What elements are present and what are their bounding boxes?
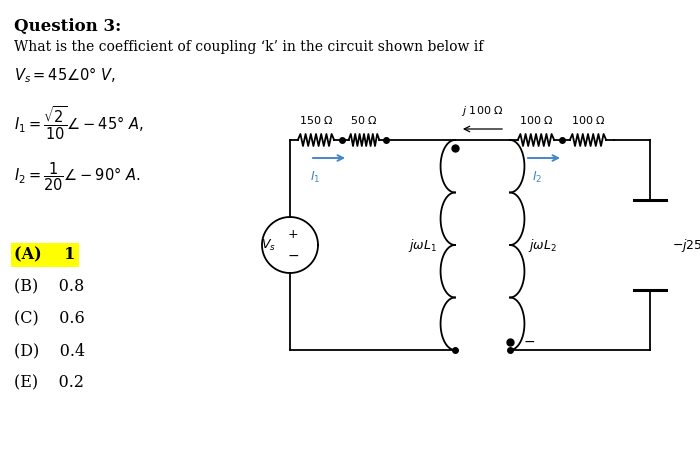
Text: $V_s = 45\angle0°\ V,$: $V_s = 45\angle0°\ V,$ <box>14 65 116 85</box>
Text: $I_1$: $I_1$ <box>310 170 320 185</box>
Text: $I_2 = \dfrac{1}{20}\angle - 90°\ A.$: $I_2 = \dfrac{1}{20}\angle - 90°\ A.$ <box>14 160 141 193</box>
Text: (E)    0.2: (E) 0.2 <box>14 374 84 392</box>
Text: $j\omega L_1$: $j\omega L_1$ <box>409 237 438 253</box>
Text: Question 3:: Question 3: <box>14 18 121 35</box>
Text: 100 $\Omega$: 100 $\Omega$ <box>519 114 554 126</box>
Text: +: + <box>288 228 298 240</box>
Text: −: − <box>524 335 536 349</box>
Text: $I_2$: $I_2$ <box>532 170 542 185</box>
Text: −: − <box>287 249 299 263</box>
Text: $I_1 = \dfrac{\sqrt{2}}{10}\angle - 45°\ A,$: $I_1 = \dfrac{\sqrt{2}}{10}\angle - 45°\… <box>14 105 144 143</box>
Text: 100 $\Omega$: 100 $\Omega$ <box>570 114 606 126</box>
Text: (B)    0.8: (B) 0.8 <box>14 279 84 296</box>
Text: $j\omega L_2$: $j\omega L_2$ <box>528 237 556 253</box>
Text: 150 $\Omega$: 150 $\Omega$ <box>299 114 333 126</box>
Text: 50 $\Omega$: 50 $\Omega$ <box>350 114 378 126</box>
Text: $- j250\ \Omega$: $- j250\ \Omega$ <box>672 237 700 253</box>
Text: $V_s$: $V_s$ <box>260 238 276 252</box>
Text: (C)    0.6: (C) 0.6 <box>14 310 85 328</box>
Text: What is the coefficient of coupling ‘k’ in the circuit shown below if: What is the coefficient of coupling ‘k’ … <box>14 40 484 54</box>
Text: $j\ 100\ \Omega$: $j\ 100\ \Omega$ <box>461 104 504 118</box>
Text: (A)    1: (A) 1 <box>14 247 76 264</box>
Text: (D)    0.4: (D) 0.4 <box>14 342 85 360</box>
